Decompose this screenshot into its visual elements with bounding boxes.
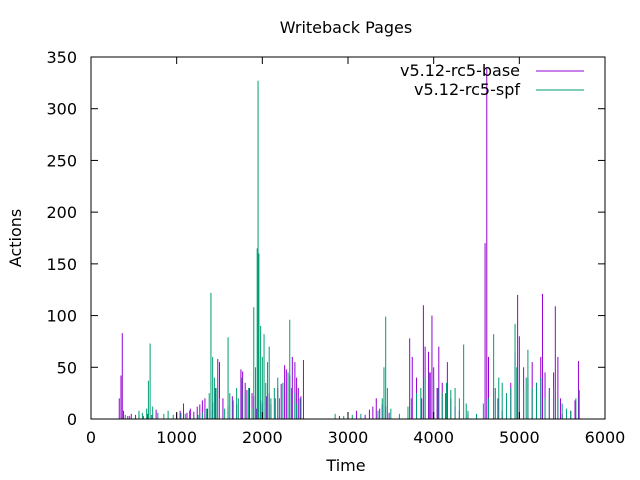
x-tick-label: 2000 <box>242 428 283 447</box>
y-tick-label: 0 <box>67 410 77 429</box>
x-tick-label: 5000 <box>499 428 540 447</box>
y-tick-label: 300 <box>46 100 77 119</box>
ticks-layer: 0 1000 2000 3000 4000 5000 6000 0 50 100 150 200 250… <box>46 48 625 447</box>
chart-title: Writeback Pages <box>280 18 412 37</box>
legend-label-0: v5.12-rc5-base <box>400 61 520 80</box>
y-tick-label: 100 <box>46 307 77 326</box>
y-tick-label: 200 <box>46 203 77 222</box>
y-tick-label: 150 <box>46 255 77 274</box>
x-tick-label: 1000 <box>156 428 197 447</box>
series-v5.12-rc5-spf <box>124 80 580 419</box>
y-axis-label: Actions <box>6 209 25 267</box>
y-tick-label: 350 <box>46 48 77 67</box>
x-tick-label: 0 <box>86 428 96 447</box>
plot-frame <box>90 56 606 420</box>
series-v5.12-rc5-base <box>118 67 579 419</box>
x-tick-label: 6000 <box>585 428 626 447</box>
x-tick-label: 4000 <box>413 428 454 447</box>
x-axis-label: Time <box>325 456 365 475</box>
legend-label-1: v5.12-rc5-spf <box>414 80 520 99</box>
y-tick-label: 250 <box>46 151 77 170</box>
series-layer <box>118 67 580 419</box>
x-tick-label: 3000 <box>328 428 369 447</box>
y-tick-label: 50 <box>57 358 77 377</box>
